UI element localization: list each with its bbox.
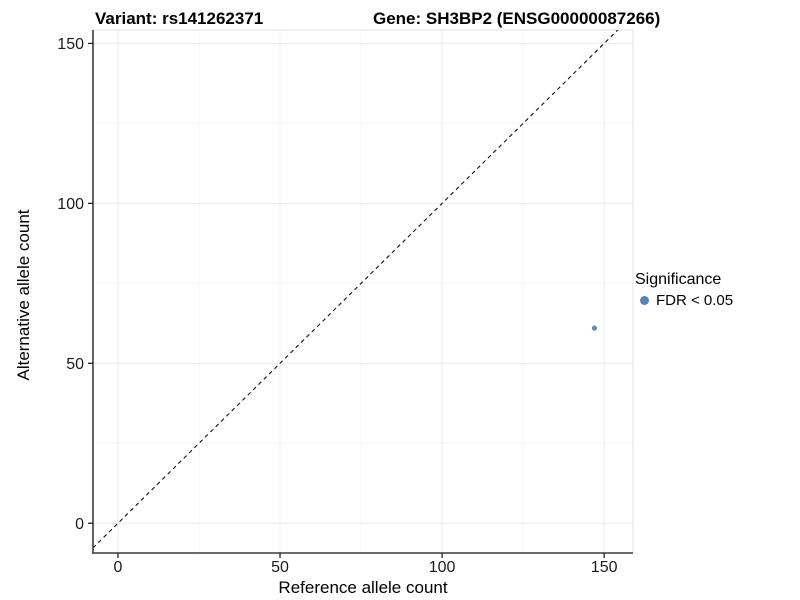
x-tick-label: 100 (429, 559, 456, 576)
minor-gridlines (93, 30, 633, 553)
legend-point-swatch-icon (640, 296, 649, 305)
major-gridlines (93, 30, 633, 553)
y-tick-label: 50 (66, 356, 84, 373)
x-tick-label: 50 (271, 559, 289, 576)
y-axis-title: Alternative allele count (14, 209, 33, 381)
y-tick-label: 150 (57, 36, 84, 53)
legend-item: FDR < 0.05 (640, 292, 733, 309)
data-point (591, 325, 598, 331)
identity-line (93, 30, 619, 549)
axis-tick-labels: 0 50 100 150 0 50 100 150 (57, 36, 617, 576)
y-tick-label: 0 (75, 516, 84, 533)
legend-title: Significance (635, 271, 722, 288)
panel-border (92, 29, 634, 554)
axis-ticks (88, 42, 605, 558)
legend-item-label: FDR < 0.05 (656, 292, 734, 309)
legend: Significance FDR < 0.05 (635, 271, 733, 309)
y-tick-label: 100 (57, 196, 84, 213)
plot-title-gene: Gene: SH3BP2 (ENSG00000087266) (373, 9, 661, 28)
x-tick-label: 150 (591, 559, 618, 576)
plot-title-variant: Variant: rs141262371 (95, 9, 264, 28)
data-points (591, 325, 598, 331)
x-axis-title: Reference allele count (278, 578, 448, 597)
x-tick-label: 0 (114, 559, 123, 576)
